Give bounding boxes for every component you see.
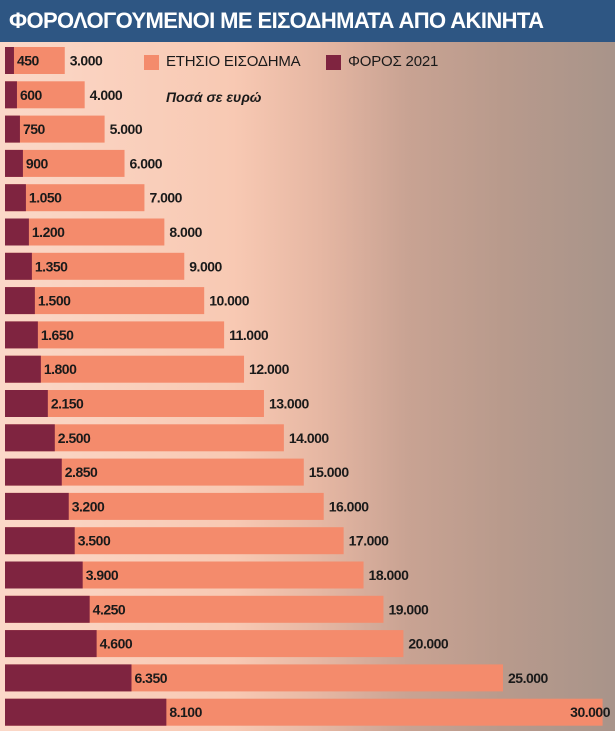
- income-value-label: 14.000: [289, 430, 330, 446]
- tax-value-label: 1.200: [32, 224, 65, 240]
- income-value-label: 6.000: [130, 155, 163, 171]
- tax-value-label: 2.500: [58, 430, 91, 446]
- income-bar: [5, 184, 145, 212]
- tax-bar: [5, 287, 35, 315]
- income-bar: [5, 218, 165, 246]
- income-value-label: 4.000: [90, 87, 123, 103]
- income-bar: [5, 47, 65, 74]
- income-bar: [5, 81, 85, 109]
- tax-bar: [5, 184, 26, 212]
- tax-bar: [5, 218, 29, 246]
- tax-bar: [5, 492, 69, 520]
- income-value-label: 18.000: [369, 567, 410, 583]
- bar-chart: 450 3.000 600 4.000 750 5.000 900 6.000 1.050 7.0…: [5, 47, 611, 726]
- tax-value-label: 4.600: [100, 636, 133, 652]
- tax-value-label: 3.200: [72, 498, 105, 514]
- tax-value-label: 600: [20, 87, 43, 103]
- tax-value-label: 1.350: [35, 258, 68, 274]
- income-value-label: 10.000: [209, 293, 250, 309]
- tax-bar: [5, 252, 32, 280]
- tax-value-label: 4.250: [93, 601, 126, 617]
- income-value-label: 7.000: [149, 190, 182, 206]
- income-value-label: 13.000: [269, 396, 310, 412]
- tax-value-label: 6.350: [134, 670, 167, 686]
- income-value-label: 16.000: [329, 498, 370, 514]
- tax-value-label: 1.800: [44, 361, 77, 377]
- tax-bar: [5, 390, 48, 417]
- income-value-label: 25.000: [508, 670, 549, 686]
- income-bar: [5, 287, 205, 315]
- income-value-label: 19.000: [388, 601, 429, 617]
- tax-bar: [5, 355, 41, 383]
- income-value-label: 11.000: [229, 327, 269, 343]
- income-value-label: 3.000: [70, 53, 103, 69]
- tax-bar: [5, 115, 20, 143]
- tax-value-label: 3.500: [78, 533, 111, 549]
- tax-bar: [5, 664, 132, 692]
- tax-value-label: 900: [26, 155, 49, 171]
- chart-area: 450 3.000 600 4.000 750 5.000 900 6.000 1.050 7.0…: [0, 42, 615, 731]
- income-value-label: 17.000: [349, 533, 390, 549]
- income-value-label: 9.000: [189, 258, 222, 274]
- tax-value-label: 1.500: [38, 293, 71, 309]
- tax-bar: [5, 47, 14, 74]
- income-bar: [5, 115, 105, 143]
- income-value-label: 20.000: [408, 636, 449, 652]
- tax-value-label: 8.100: [169, 704, 202, 720]
- income-bar: [5, 149, 125, 177]
- tax-value-label: 1.650: [41, 327, 74, 343]
- tax-value-label: 3.900: [86, 567, 119, 583]
- chart-title: ΦΟΡΟΛΟΓΟΥΜΕΝΟΙ ΜΕ ΕΙΣΟΔΗΜΑΤΑ ΑΠΟ ΑΚΙΝΗΤΑ: [0, 0, 615, 42]
- income-value-label: 8.000: [169, 224, 202, 240]
- tax-value-label: 2.150: [51, 396, 84, 412]
- tax-value-label: 450: [17, 53, 40, 69]
- tax-bar: [5, 527, 75, 555]
- income-value-label: 15.000: [309, 464, 350, 480]
- tax-bar: [5, 149, 23, 177]
- tax-value-label: 1.050: [29, 190, 62, 206]
- tax-bar: [5, 424, 55, 452]
- income-value-label: 30.000: [570, 704, 611, 720]
- income-bar: [5, 321, 225, 349]
- tax-value-label: 2.850: [65, 464, 98, 480]
- tax-bar: [5, 561, 83, 589]
- income-value-label: 12.000: [249, 361, 290, 377]
- tax-bar: [5, 321, 38, 349]
- income-bar: [5, 252, 185, 280]
- tax-bar: [5, 595, 90, 623]
- income-bar: [5, 390, 264, 417]
- tax-bar: [5, 630, 97, 658]
- income-bar: [5, 355, 245, 383]
- tax-bar: [5, 698, 167, 726]
- tax-value-label: 750: [23, 121, 46, 137]
- income-value-label: 5.000: [110, 121, 143, 137]
- tax-bar: [5, 81, 17, 109]
- tax-bar: [5, 458, 62, 486]
